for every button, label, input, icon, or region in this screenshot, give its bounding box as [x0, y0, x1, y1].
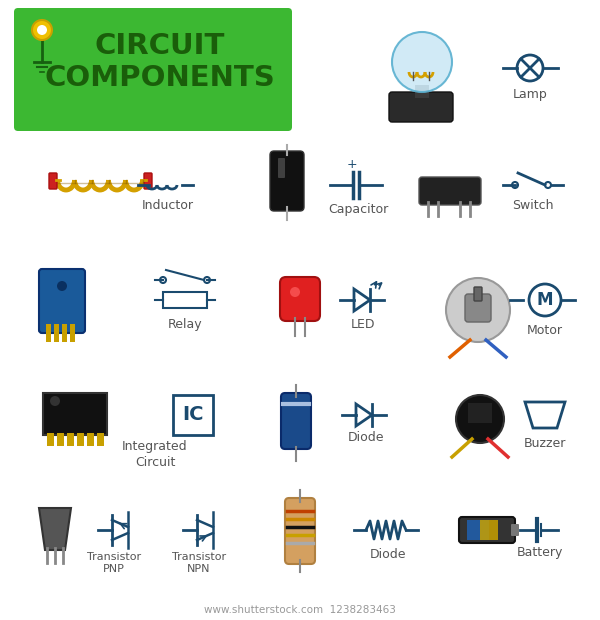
Text: CIRCUIT
COMPONENTS: CIRCUIT COMPONENTS	[44, 32, 275, 92]
FancyBboxPatch shape	[70, 324, 75, 342]
FancyBboxPatch shape	[280, 277, 320, 321]
FancyBboxPatch shape	[47, 433, 54, 446]
FancyBboxPatch shape	[285, 498, 315, 564]
FancyBboxPatch shape	[511, 524, 519, 536]
FancyBboxPatch shape	[480, 520, 498, 540]
Circle shape	[37, 25, 47, 35]
Circle shape	[456, 395, 504, 443]
FancyBboxPatch shape	[77, 433, 84, 446]
Text: Lamp: Lamp	[512, 88, 547, 101]
Text: IC: IC	[182, 405, 204, 425]
Circle shape	[392, 32, 452, 92]
FancyBboxPatch shape	[46, 324, 51, 342]
FancyBboxPatch shape	[87, 433, 94, 446]
FancyBboxPatch shape	[459, 517, 515, 543]
Text: Relay: Relay	[167, 318, 202, 331]
Text: Diode: Diode	[348, 431, 384, 444]
Polygon shape	[39, 508, 71, 550]
Text: LED: LED	[351, 318, 375, 331]
Text: Motor: Motor	[527, 324, 563, 337]
Text: www.shutterstock.com  1238283463: www.shutterstock.com 1238283463	[204, 605, 396, 615]
Text: M: M	[537, 291, 553, 309]
Text: Integrated
Circuit: Integrated Circuit	[122, 440, 188, 469]
Text: Inductor: Inductor	[142, 199, 194, 212]
FancyBboxPatch shape	[270, 151, 304, 211]
Circle shape	[50, 396, 60, 406]
FancyBboxPatch shape	[465, 294, 491, 322]
FancyBboxPatch shape	[468, 403, 492, 423]
FancyBboxPatch shape	[62, 324, 67, 342]
FancyBboxPatch shape	[54, 324, 59, 342]
FancyBboxPatch shape	[281, 393, 311, 449]
Text: Buzzer: Buzzer	[524, 437, 566, 450]
Circle shape	[446, 278, 510, 342]
Text: Capacitor: Capacitor	[328, 203, 388, 216]
FancyBboxPatch shape	[57, 433, 64, 446]
Text: +: +	[347, 159, 358, 172]
FancyBboxPatch shape	[14, 8, 292, 131]
FancyBboxPatch shape	[419, 177, 481, 205]
FancyBboxPatch shape	[39, 269, 85, 333]
Circle shape	[57, 281, 67, 291]
Circle shape	[290, 287, 300, 297]
Text: Transistor
NPN: Transistor NPN	[172, 552, 226, 574]
FancyBboxPatch shape	[415, 85, 429, 98]
FancyBboxPatch shape	[278, 158, 285, 178]
FancyBboxPatch shape	[467, 520, 489, 540]
Text: Switch: Switch	[512, 199, 554, 212]
Text: Transistor
PNP: Transistor PNP	[87, 552, 141, 574]
FancyBboxPatch shape	[389, 92, 453, 122]
Text: Battery: Battery	[517, 546, 563, 559]
FancyBboxPatch shape	[474, 287, 482, 301]
Text: Diode: Diode	[370, 548, 406, 561]
Circle shape	[32, 20, 52, 40]
FancyBboxPatch shape	[67, 433, 74, 446]
FancyBboxPatch shape	[43, 393, 107, 435]
FancyBboxPatch shape	[49, 173, 57, 189]
FancyBboxPatch shape	[144, 173, 152, 189]
FancyBboxPatch shape	[97, 433, 104, 446]
